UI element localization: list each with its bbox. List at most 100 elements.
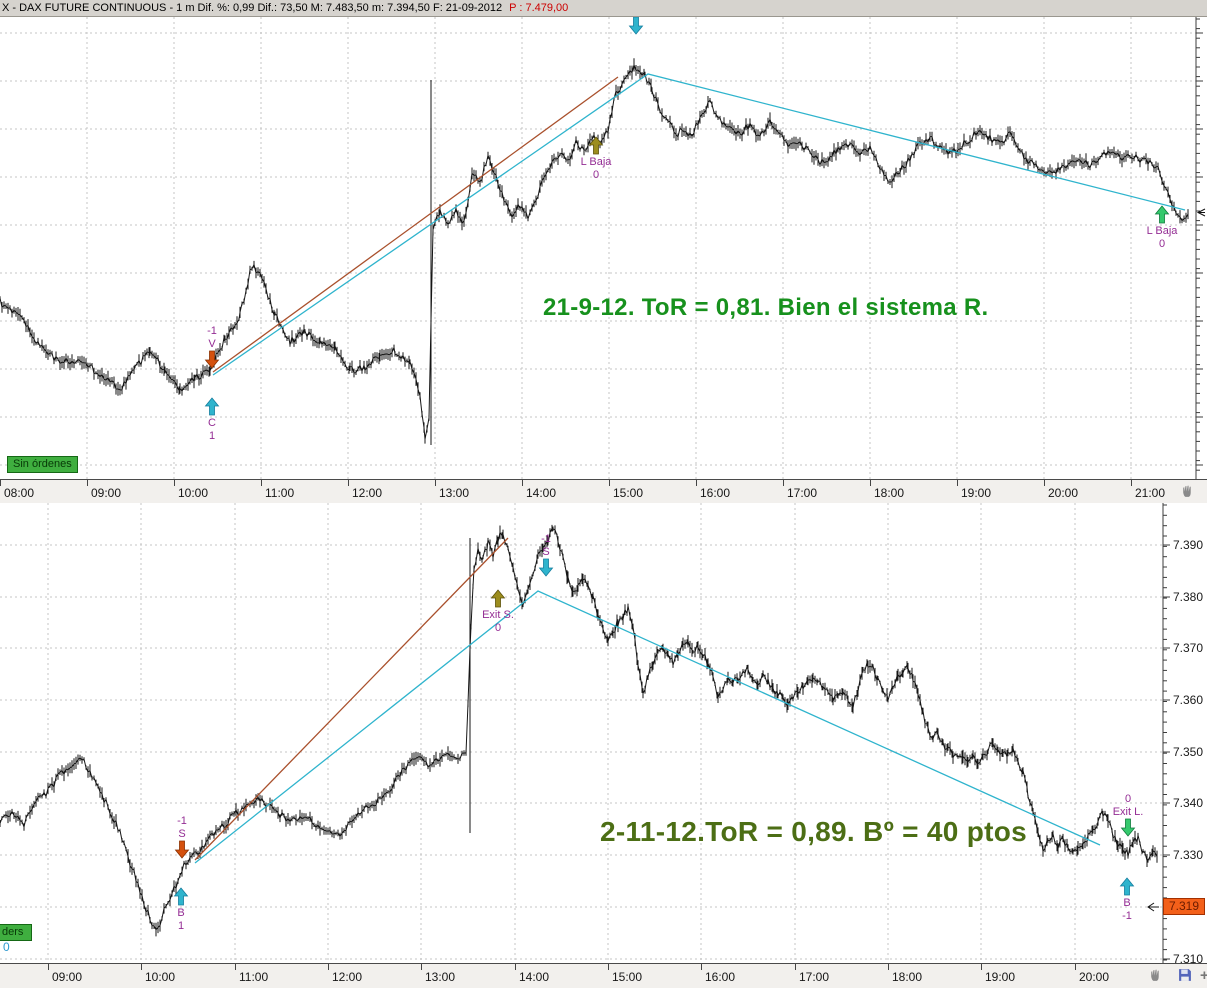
chart-panel-bottom[interactable]: 7.390 7.380 7.370 7.360 7.350 7.340 7.330 7.310… [0,503,1207,963]
instrument-info: X - DAX FUTURE CONTINUOUS - 1 m Dif. %: … [2,2,503,14]
svg-text:7.370: 7.370 [1173,641,1203,655]
orders-status-badge-clipped: ders [0,924,32,941]
time-tick [141,964,142,970]
svg-text:S: S [542,546,549,558]
time-label: 14:00 [519,970,550,984]
time-tick [609,480,610,486]
time-tick [421,964,422,970]
time-tick [348,480,349,486]
svg-text:-1: -1 [541,533,551,545]
time-tick [696,480,697,486]
annotation-top: 21-9-12. ToR = 0,81. Bien el sistema R. [543,294,989,321]
time-label: 15:00 [613,486,644,500]
svg-text:C: C [208,417,216,429]
svg-text:7.360: 7.360 [1173,693,1203,707]
last-price-title: P : 7.479,00 [509,2,569,14]
svg-text:-1: -1 [1122,910,1132,922]
svg-text:1: 1 [209,430,215,442]
orders-count-label: 0 [3,940,10,954]
svg-text:7.350: 7.350 [1173,745,1203,759]
save-floppy-icon[interactable] [1178,968,1194,984]
svg-text:0: 0 [1159,238,1165,250]
time-label: 12:00 [332,970,363,984]
time-axis-top[interactable]: 08:00 09:00 10:00 11:00 12:00 13:00 14:00 15:00… [0,479,1207,503]
time-label: 10:00 [178,486,209,500]
time-label: 12:00 [352,486,383,500]
time-tick [87,480,88,486]
svg-text:S: S [178,828,185,840]
time-label: 09:00 [52,970,83,984]
time-label: 19:00 [961,486,992,500]
time-tick [522,480,523,486]
time-tick [435,480,436,486]
time-label: 17:00 [799,970,830,984]
time-tick [515,964,516,970]
time-tick [1131,480,1132,486]
time-tick [795,964,796,970]
time-tick [783,480,784,486]
time-tick [870,480,871,486]
time-tick [701,964,702,970]
svg-text:-1: -1 [207,325,217,337]
time-label: 08:00 [4,486,35,500]
time-label: 17:00 [787,486,818,500]
svg-text:V: V [208,338,216,350]
time-tick [235,964,236,970]
time-axis-bottom[interactable]: + 09:00 10:00 11:00 12:00 13:00 14:00 15:00 16:… [0,963,1207,988]
time-tick [1075,964,1076,970]
time-tick [48,964,49,970]
svg-text:1: 1 [178,920,184,932]
time-tick [608,964,609,970]
price-chart-bottom[interactable]: 7.390 7.380 7.370 7.360 7.350 7.340 7.330 7.310… [0,503,1207,963]
last-price-tag: 7.319 [1163,898,1205,915]
time-tick [1044,480,1045,486]
svg-text:L Baja: L Baja [581,156,613,168]
time-label: 13:00 [425,970,456,984]
time-tick [328,964,329,970]
time-tick [957,480,958,486]
time-tick [174,480,175,486]
time-label: 11:00 [239,970,269,984]
window-title-bar: X - DAX FUTURE CONTINUOUS - 1 m Dif. %: … [0,0,1207,17]
svg-text:B: B [1123,897,1130,909]
time-label: 21:00 [1135,486,1166,500]
svg-text:L Baja: L Baja [1147,225,1179,237]
svg-text:0: 0 [593,169,599,181]
time-label: 19:00 [985,970,1016,984]
svg-text:-1: -1 [177,815,187,827]
time-label: 09:00 [91,486,122,500]
svg-text:Exit S.: Exit S. [482,609,514,621]
time-label: 20:00 [1079,970,1110,984]
time-tick [261,480,262,486]
svg-text:7.330: 7.330 [1173,848,1203,862]
orders-status-badge: Sin órdenes [7,456,78,473]
svg-text:7.340: 7.340 [1173,796,1203,810]
time-tick [981,964,982,970]
time-label: 18:00 [892,970,923,984]
time-label: 10:00 [145,970,176,984]
time-label: 16:00 [700,486,731,500]
time-label: 11:00 [265,486,295,500]
svg-text:0: 0 [1125,793,1131,805]
svg-text:0: 0 [495,622,501,634]
time-label: 16:00 [705,970,736,984]
time-label: 20:00 [1048,486,1079,500]
time-label: 13:00 [439,486,470,500]
plus-icon[interactable]: + [1200,967,1207,984]
pan-hand-icon[interactable] [1148,968,1164,984]
time-tick [0,480,1,486]
time-tick [888,964,889,970]
svg-text:7.380: 7.380 [1173,590,1203,604]
time-label: 14:00 [526,486,557,500]
time-label: 15:00 [612,970,643,984]
pan-hand-icon[interactable] [1180,484,1196,500]
svg-text:7.390: 7.390 [1173,538,1203,552]
time-label: 18:00 [874,486,905,500]
annotation-bottom: 2-11-12.ToR = 0,89. Bº = 40 ptos [600,816,1028,847]
svg-text:7.310: 7.310 [1173,952,1203,963]
svg-text:B: B [177,907,184,919]
svg-text:Exit L.: Exit L. [1113,806,1144,818]
chart-panel-top[interactable]: -1 V C 1 L Baja 0 L Baja 0 21-9-12. ToR = 0,81.… [0,17,1207,479]
